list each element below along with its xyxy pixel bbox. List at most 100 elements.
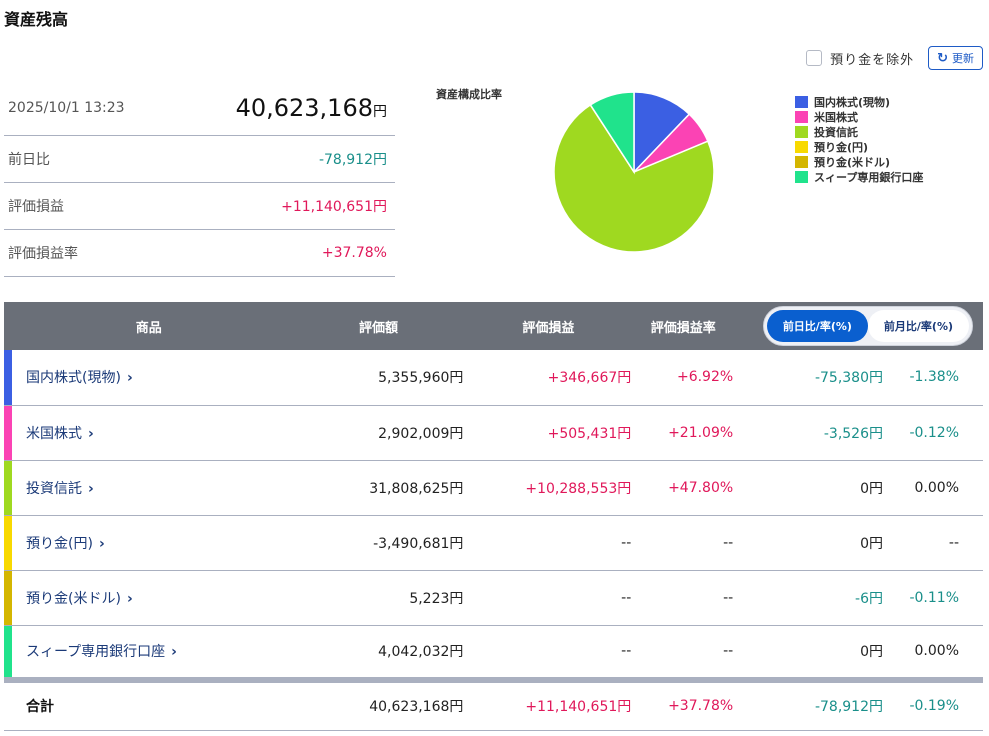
change-cell: -75,380円 [814,370,883,387]
table-row: 米国株式 › 2,902,009円 +505,431円 +21.09% -3,52… [4,405,983,460]
legend-swatch [795,170,808,183]
summary-label: 評価損益率 [8,246,78,262]
legend-item: 国内株式(現物) [795,94,923,109]
legend-swatch [795,110,808,123]
value-cell: 4,042,032円 [378,644,464,661]
toggle-daily[interactable]: 前日比/率(%) [766,310,868,342]
table-row: 国内株式(現物) › 5,355,960円 +346,667円 +6.92% -7… [4,350,983,405]
refresh-icon: ↻ [937,50,948,66]
chevron-right-icon: › [171,644,177,661]
pl-cell: +505,431円 [547,425,632,442]
pl-rate-cell: -- [723,643,734,660]
product-link[interactable]: 国内株式(現物) › [4,350,294,405]
pl-rate-cell: -- [723,534,734,551]
change-cell: 0円 [860,480,883,497]
legend-swatch [795,125,808,138]
chart-legend: 国内株式(現物) 米国株式 投資信託 預り金(円) 預り金(米ドル) スィープ専用銀行口座 [795,94,923,184]
product-link[interactable]: 米国株式 › [4,405,294,460]
summary-value: +37.78% [321,245,387,261]
product-name: 米国株式 [26,425,82,442]
summary-total-value: 40,623,168円 [236,94,395,122]
product-name: 預り金(円) [26,535,93,552]
refresh-label: 更新 [952,52,974,65]
pl-cell: -- [621,643,632,660]
legend-item: 米国株式 [795,109,923,124]
product-name: 預り金(米ドル) [26,590,121,607]
exclude-deposit-toggle[interactable]: 預り金を除外 [806,49,914,68]
value-cell: 2,902,009円 [378,425,464,442]
value-cell: -3,490,681円 [373,535,464,552]
summary-value: +11,140,651円 [281,199,387,215]
pie-slice-5 [589,91,635,175]
summary-row-daily-change: 前日比 -78,912円 [4,136,395,183]
chevron-right-icon: › [126,590,133,607]
category-color-bar [4,625,12,677]
header-product: 商品 [135,320,162,336]
refresh-button[interactable]: ↻ 更新 [928,46,983,70]
legend-swatch [795,140,808,153]
legend-swatch [795,95,808,108]
table-row: 投資信託 › 31,808,625円 +10,288,553円 +47.80% 0… [4,460,983,515]
total-pl: +11,140,651円 [525,699,632,716]
change-rate-cell: 0.00% [914,479,959,496]
pl-rate-cell: -- [723,589,734,606]
total-change: -78,912円 [814,699,883,716]
total-unit: 円 [373,103,387,120]
change-rate-cell: 0.00% [914,643,959,660]
change-rate-cell: -0.11% [909,589,959,606]
summary-total-row: 2025/10/1 13:23 40,623,168円 [4,80,395,136]
pl-rate-cell: +21.09% [668,424,734,441]
value-cell: 5,355,960円 [378,370,464,387]
pie-slice-0 [633,91,691,174]
value-cell: 31,808,625円 [369,480,464,497]
table-row: 預り金(米ドル) › 5,223円 -- -- -6円 -0.11% [4,570,983,625]
total-value: 40,623,168円 [369,699,464,716]
header-change-toggle: 前日比/率(%) 前月比/率(%) [733,302,983,350]
change-cell: 0円 [860,535,883,552]
page-title: 資産残高 [4,10,69,29]
legend-item: 預り金(円) [795,139,923,154]
total-amount: 40,623,168 [235,93,373,122]
header-value: 評価額 [358,320,398,336]
pl-rate-cell: +47.80% [668,479,734,496]
summary-value: -78,912円 [318,152,387,168]
legend-label: 国内株式(現物) [814,95,891,109]
change-cell: 0円 [860,644,883,661]
total-change-rate: -0.19% [909,698,959,715]
toggle-monthly[interactable]: 前月比/率(%) [867,310,969,342]
legend-item: 預り金(米ドル) [795,154,923,169]
change-rate-cell: -0.12% [909,424,959,441]
change-rate-cell: -- [948,534,959,551]
asset-table: 商品 評価額 評価損益 評価損益率 前日比/率(%) 前月比/率(%) 国内株式… [4,302,983,731]
legend-label: スィープ専用銀行口座 [814,170,924,184]
chevron-right-icon: › [98,535,105,552]
table-row: 預り金(円) › -3,490,681円 -- -- 0円 -- [4,515,983,570]
product-link[interactable]: 投資信託 › [4,460,294,515]
pl-cell: +346,667円 [547,370,632,387]
table-row: スィープ専用銀行口座 › 4,042,032円 -- -- 0円 0.00% [4,625,983,680]
summary-panel: 2025/10/1 13:23 40,623,168円 前日比 -78,912円… [4,80,395,277]
product-link[interactable]: 預り金(米ドル) › [4,570,294,625]
chevron-right-icon: › [88,425,94,442]
value-cell: 5,223円 [409,590,464,607]
category-color-bar [4,405,12,460]
summary-datetime: 2025/10/1 13:23 [8,99,125,116]
exclude-deposit-checkbox[interactable] [806,50,823,66]
legend-label: 預り金(米ドル) [814,155,891,169]
chevron-right-icon: › [88,480,94,497]
total-row: 合計 40,623,168円 +11,140,651円 +37.78% -78,… [4,680,983,730]
legend-label: 預り金(円) [814,140,869,154]
legend-item: スィープ専用銀行口座 [795,169,923,184]
category-color-bar [4,460,12,515]
legend-label: 投資信託 [814,125,858,139]
table-header: 商品 評価額 評価損益 評価損益率 前日比/率(%) 前月比/率(%) [4,302,983,350]
pl-cell: +10,288,553円 [525,480,632,497]
asset-pie-chart [553,91,715,253]
product-link[interactable]: スィープ専用銀行口座 › [4,625,294,680]
summary-label: 前日比 [8,152,50,168]
product-link[interactable]: 預り金(円) › [4,515,294,570]
summary-label: 評価損益 [8,199,64,215]
summary-row-pl-rate: 評価損益率 +37.78% [4,230,395,277]
category-color-bar [4,515,12,570]
chart-title: 資産構成比率 [436,88,502,101]
